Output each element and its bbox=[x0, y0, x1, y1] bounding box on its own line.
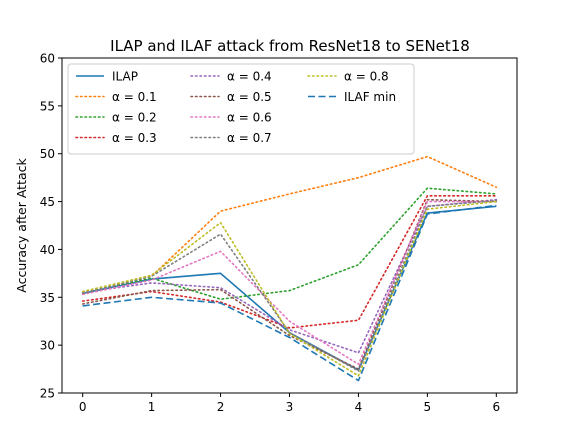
legend-label-2: α = 0.2 bbox=[112, 111, 157, 125]
x-tick-label: 4 bbox=[355, 400, 363, 414]
x-tick-label: 0 bbox=[79, 400, 87, 414]
legend-label-8: α = 0.8 bbox=[344, 70, 389, 84]
y-axis-label: Accuracy after Attack bbox=[14, 157, 29, 292]
legend-label-7: α = 0.7 bbox=[227, 131, 272, 145]
series-line-9 bbox=[82, 204, 497, 382]
x-tick-label: 2 bbox=[217, 400, 225, 414]
series-line-5 bbox=[81, 198, 498, 370]
chart-title: ILAP and ILAF attack from ResNet18 to SE… bbox=[110, 37, 470, 55]
legend-box bbox=[67, 63, 415, 155]
y-tick-label: 45 bbox=[40, 195, 55, 209]
series-layer bbox=[81, 155, 498, 382]
x-tick-label: 5 bbox=[424, 400, 432, 414]
x-tick-label: 1 bbox=[148, 400, 156, 414]
series-line-4 bbox=[81, 198, 498, 354]
legend: ILAP α = 0.1 α = 0.2 α = 0.3 α = 0.4 α = 0.5 α… bbox=[67, 63, 415, 155]
series-line-8 bbox=[81, 200, 498, 377]
series-line-6 bbox=[81, 200, 498, 366]
x-tick-label: 6 bbox=[492, 400, 500, 414]
x-tick-label: 3 bbox=[286, 400, 294, 414]
y-tick-label: 25 bbox=[40, 387, 55, 401]
series-line-3 bbox=[81, 195, 498, 329]
y-tick-label: 60 bbox=[40, 52, 55, 66]
y-tick-label: 40 bbox=[40, 243, 55, 257]
y-tick-label: 50 bbox=[40, 147, 55, 161]
series-line-2 bbox=[81, 187, 498, 301]
legend-label-9: ILAF min bbox=[344, 90, 396, 104]
legend-label-3: α = 0.3 bbox=[112, 131, 157, 145]
y-tick-label: 55 bbox=[40, 99, 55, 113]
legend-label-1: α = 0.1 bbox=[112, 90, 157, 104]
legend-label-0: ILAP bbox=[112, 70, 138, 84]
series-line-1 bbox=[81, 155, 498, 295]
y-tick-label: 35 bbox=[40, 291, 55, 305]
y-tick-label: 30 bbox=[40, 339, 55, 353]
legend-label-6: α = 0.6 bbox=[227, 111, 272, 125]
legend-label-4: α = 0.4 bbox=[227, 70, 272, 84]
legend-label-5: α = 0.5 bbox=[227, 90, 272, 104]
